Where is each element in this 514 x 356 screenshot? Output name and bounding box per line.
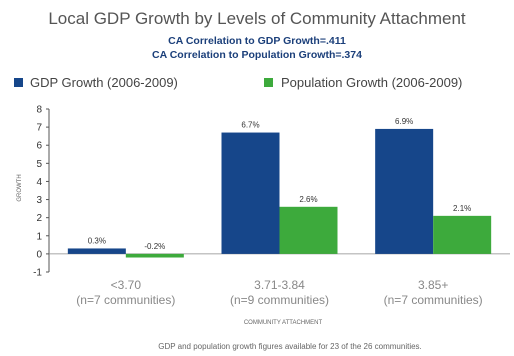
category-sublabel: (n=7 communities) — [76, 293, 175, 307]
y-tick-label: 1 — [36, 231, 42, 242]
y-tick-label: 4 — [36, 177, 42, 188]
data-label: 2.1% — [453, 204, 471, 213]
category-sublabel: (n=9 communities) — [230, 293, 329, 307]
bar-population-1 — [279, 206, 338, 254]
legend-swatch-population-growth — [264, 78, 273, 87]
data-label: 0.3% — [88, 236, 106, 245]
y-tick-label: 6 — [36, 141, 42, 152]
chart-subtitle-population-correlation: CA Correlation to Population Growth=.374 — [152, 49, 362, 61]
chart-subtitle-gdp-correlation: CA Correlation to GDP Growth=.411 — [168, 35, 346, 47]
y-tick-label: 3 — [36, 195, 42, 206]
footnote: GDP and population growth figures availa… — [158, 342, 422, 351]
y-tick-label: 0 — [36, 249, 42, 260]
legend-label-population-growth: Population Growth (2006-2009) — [281, 75, 462, 90]
category-label: <3.70 — [111, 278, 142, 292]
y-tick-label: 7 — [36, 123, 42, 134]
y-tick-label: -1 — [33, 268, 42, 279]
y-tick-label: 8 — [36, 105, 42, 116]
legend-label-gdp-growth: GDP Growth (2006-2009) — [30, 75, 178, 90]
bar-population-0 — [125, 253, 184, 258]
data-label: 6.9% — [395, 117, 413, 126]
data-label: 6.7% — [241, 121, 259, 130]
bar-population-2 — [433, 215, 492, 254]
category-label: 3.85+ — [418, 278, 448, 292]
bar-gdp-0 — [67, 248, 126, 254]
y-tick-label: 5 — [36, 159, 42, 170]
legend-swatch-gdp-growth — [14, 78, 23, 87]
chart-title: Local GDP Growth by Levels of Community … — [48, 9, 466, 28]
data-label: 2.6% — [299, 195, 317, 204]
category-label: 3.71-3.84 — [254, 278, 305, 292]
y-tick-label: 2 — [36, 213, 42, 224]
bar-gdp-2 — [375, 128, 434, 254]
x-axis-label: COMMUNITY ATTACHMENT — [244, 320, 323, 326]
y-axis-label: GROWTH — [17, 174, 23, 201]
bar-gdp-1 — [221, 132, 280, 254]
data-label: -0.2% — [144, 242, 165, 251]
category-sublabel: (n=7 communities) — [384, 293, 483, 307]
